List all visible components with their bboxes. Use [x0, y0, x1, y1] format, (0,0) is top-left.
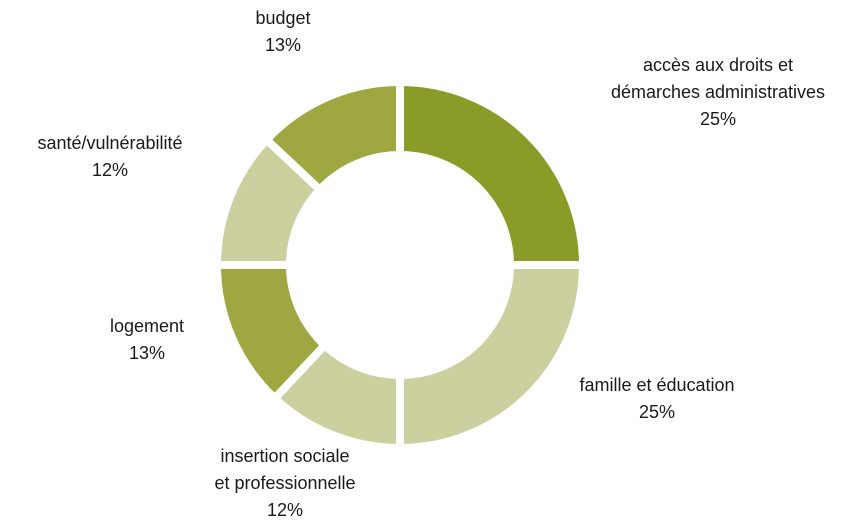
value-label: 25%: [638, 402, 676, 422]
slice-label: santé/vulnérabilité 12%: [37, 130, 182, 184]
slice-label: budget 13%: [255, 5, 310, 59]
category-label: démarches administratives: [610, 82, 826, 102]
value-label: 13%: [128, 343, 166, 363]
category-label: budget: [255, 8, 311, 28]
category-label: santé/vulnérabilité: [37, 133, 183, 153]
slice-label: insertion sociale et professionnelle 12%: [214, 443, 355, 524]
value-label: 25%: [699, 109, 737, 129]
slice-label: accès aux droits et démarches administrat…: [611, 52, 825, 133]
slice-label: logement 13%: [110, 313, 184, 367]
donut-slice: [260, 77, 404, 196]
donut-slice: [396, 261, 588, 453]
category-label: et professionnelle: [214, 473, 356, 493]
slice-label: famille et éducation 25%: [579, 372, 734, 426]
value-label: 12%: [266, 500, 304, 520]
donut-slice: [396, 77, 588, 269]
category-label: logement: [109, 316, 185, 336]
category-label: accès aux droits et: [642, 55, 794, 75]
category-label: famille et éducation: [579, 375, 735, 395]
value-label: 12%: [91, 160, 129, 180]
value-label: 13%: [264, 35, 302, 55]
category-label: insertion sociale: [220, 446, 350, 466]
